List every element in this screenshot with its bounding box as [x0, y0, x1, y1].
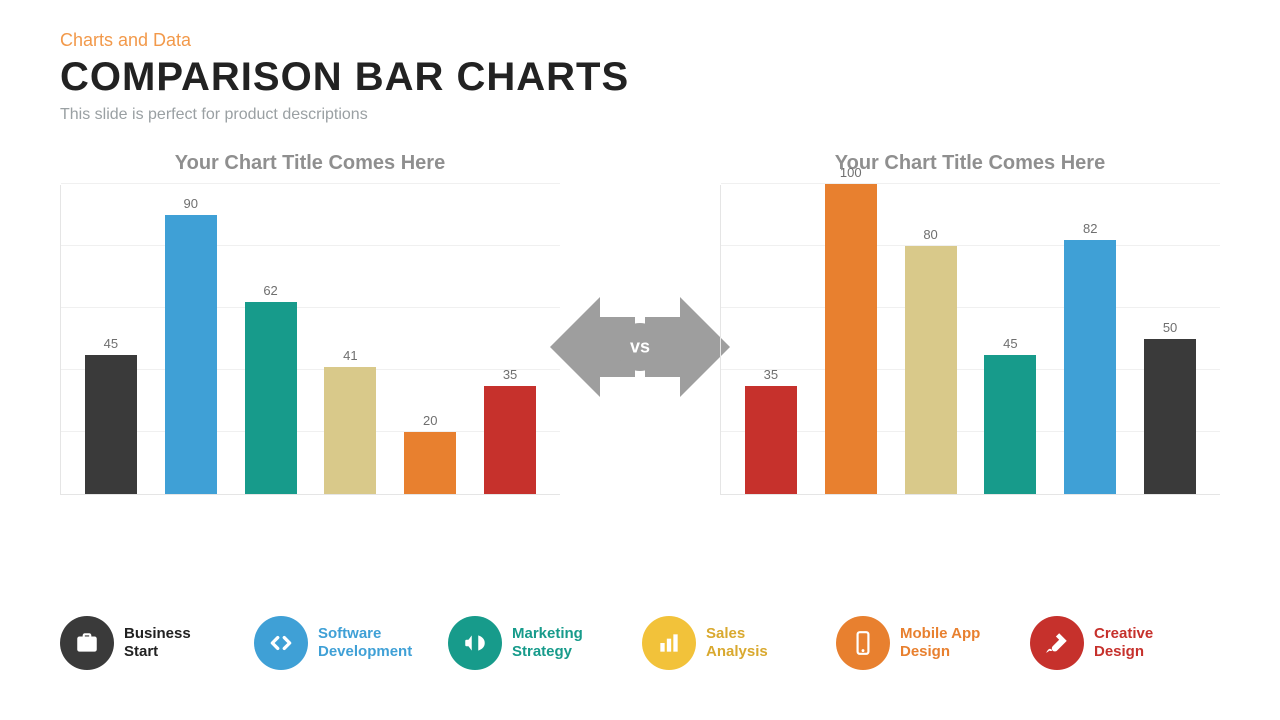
page-title: COMPARISON BAR CHARTS — [60, 55, 1220, 100]
bar-rect — [165, 215, 217, 494]
bar-rect — [324, 367, 376, 494]
bar-rect — [905, 246, 957, 494]
bar-value-label: 41 — [343, 348, 357, 363]
brush-icon — [1030, 616, 1084, 670]
eyebrow: Charts and Data — [60, 30, 1220, 51]
bar-value-label: 35 — [503, 367, 517, 382]
bar: 35 — [479, 367, 541, 495]
bar-value-label: 90 — [184, 196, 198, 211]
legend-label: SoftwareDevelopment — [318, 625, 412, 661]
vs-label: vs — [630, 337, 650, 358]
bar: 82 — [1059, 221, 1121, 494]
legend-label: MarketingStrategy — [512, 625, 583, 661]
bar: 50 — [1139, 320, 1201, 494]
bar: 35 — [740, 367, 802, 495]
bar: 45 — [80, 336, 142, 495]
bar: 41 — [319, 348, 381, 494]
chart-left-plot: 45 90 62 41 20 35 — [60, 185, 560, 495]
chart-right: Your Chart Title Comes Here 35 100 80 45 82 5… — [720, 152, 1220, 495]
legend-label: BusinessStart — [124, 625, 191, 661]
legend-item: Mobile AppDesign — [836, 616, 1026, 670]
legend-label: Mobile AppDesign — [900, 625, 980, 661]
mobile-icon — [836, 616, 890, 670]
bar: 90 — [160, 196, 222, 494]
bar: 45 — [979, 336, 1041, 495]
bar-value-label: 20 — [423, 413, 437, 428]
legend-label: CreativeDesign — [1094, 625, 1153, 661]
bar-value-label: 100 — [840, 165, 862, 180]
bars-icon — [642, 616, 696, 670]
chart-right-title: Your Chart Title Comes Here — [720, 152, 1220, 175]
vs-arrows: vs — [540, 287, 740, 407]
bar-rect — [85, 355, 137, 495]
charts-row: Your Chart Title Comes Here 45 90 62 41 20 35… — [60, 152, 1220, 542]
bar-value-label: 35 — [764, 367, 778, 382]
megaphone-icon — [448, 616, 502, 670]
bar-value-label: 45 — [1003, 336, 1017, 351]
legend-row: BusinessStart SoftwareDevelopment Marketin… — [60, 616, 1220, 670]
legend-item: SalesAnalysis — [642, 616, 832, 670]
slide: Charts and Data COMPARISON BAR CHARTS Th… — [0, 0, 1280, 720]
bar-rect — [825, 184, 877, 494]
legend-label: SalesAnalysis — [706, 625, 768, 661]
legend-item: CreativeDesign — [1030, 616, 1220, 670]
legend-item: SoftwareDevelopment — [254, 616, 444, 670]
gridline — [721, 183, 1220, 184]
bar: 80 — [900, 227, 962, 494]
legend-item: MarketingStrategy — [448, 616, 638, 670]
bar-value-label: 45 — [104, 336, 118, 351]
code-icon — [254, 616, 308, 670]
chart-left: Your Chart Title Comes Here 45 90 62 41 20 35 — [60, 152, 560, 495]
bar-value-label: 62 — [263, 283, 277, 298]
bar-rect — [984, 355, 1036, 495]
briefcase-icon — [60, 616, 114, 670]
bar-rect — [484, 386, 536, 495]
bar-rect — [404, 432, 456, 494]
chart-right-plot: 3510080458250 — [720, 185, 1220, 495]
bar-value-label: 80 — [923, 227, 937, 242]
bar-value-label: 82 — [1083, 221, 1097, 236]
bar-rect — [1064, 240, 1116, 494]
bar: 20 — [399, 413, 461, 494]
bar-rect — [745, 386, 797, 495]
chart-left-title: Your Chart Title Comes Here — [60, 152, 560, 175]
legend-item: BusinessStart — [60, 616, 250, 670]
page-subtitle: This slide is perfect for product descri… — [60, 106, 1220, 124]
gridline — [61, 183, 560, 184]
bar-rect — [245, 302, 297, 494]
bar: 100 — [820, 165, 882, 494]
bar-rect — [1144, 339, 1196, 494]
bar: 62 — [240, 283, 302, 494]
bar-value-label: 50 — [1163, 320, 1177, 335]
